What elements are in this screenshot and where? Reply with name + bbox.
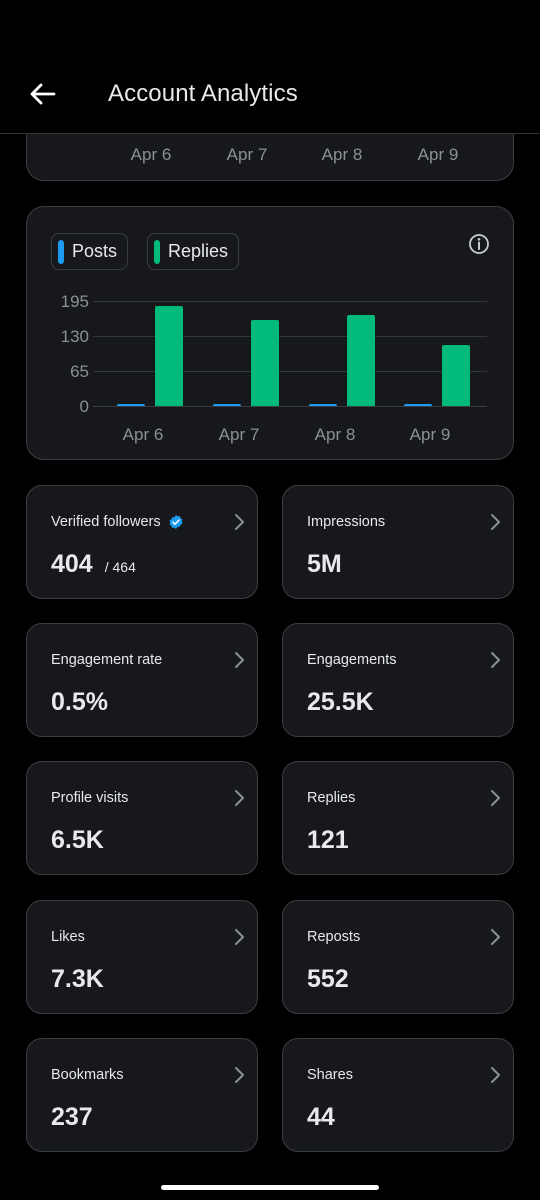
y-axis-label: 0 <box>79 397 89 416</box>
chart-info-button[interactable] <box>467 232 491 256</box>
tile-engagement-rate[interactable]: Engagement rate 0.5% <box>26 623 258 737</box>
tile-profile-visits[interactable]: Profile visits 6.5K <box>26 761 258 875</box>
legend-replies[interactable]: Replies <box>147 233 240 270</box>
tile-label-row: Verified followers <box>51 514 184 530</box>
chevron-right-icon <box>491 514 500 530</box>
legend-posts[interactable]: Posts <box>51 233 129 270</box>
tile-value: 404 <box>51 550 93 578</box>
bar-replies-2 <box>251 319 279 406</box>
page-title: Account Analytics <box>108 80 298 107</box>
bar-posts-1 <box>117 404 145 406</box>
tile-value: 121 <box>307 826 349 854</box>
chevron-right-icon <box>235 514 244 530</box>
verified-badge-icon <box>169 515 183 529</box>
bar-replies-1 <box>155 305 183 406</box>
x-axis-label: Apr 9 <box>409 425 451 444</box>
gridline <box>93 406 487 407</box>
tile-label: Bookmarks <box>51 1067 124 1083</box>
arrow-left-icon <box>30 83 56 105</box>
tile-label: Verified followers <box>51 514 161 530</box>
chevron-right-icon <box>491 652 500 668</box>
bar-replies-3 <box>347 315 375 406</box>
tile-label: Impressions <box>307 514 386 530</box>
back-button[interactable] <box>22 74 62 114</box>
tile-label: Engagement rate <box>51 652 163 668</box>
tile-impressions[interactable]: Impressions 5M <box>282 485 514 599</box>
chevron-right-icon <box>235 1067 244 1083</box>
tile-shares[interactable]: Shares 44 <box>282 1038 514 1152</box>
bar-replies-4 <box>442 344 470 406</box>
x-axis-label: Apr 8 <box>314 425 356 444</box>
tile-label: Reposts <box>307 929 361 945</box>
legend-label: Posts <box>72 241 118 261</box>
gridline <box>93 371 487 372</box>
x-axis-label: Apr 7 <box>218 425 260 444</box>
gridline <box>93 301 487 302</box>
chevron-right-icon <box>235 652 244 668</box>
x-axis-label: Apr 8 <box>321 145 363 164</box>
tile-value-row: 404 / 464 <box>51 550 136 579</box>
tile-subvalue: / 464 <box>104 559 136 575</box>
chevron-right-icon <box>491 790 500 806</box>
home-indicator[interactable] <box>161 1185 379 1190</box>
tile-label: Shares <box>307 1067 353 1083</box>
y-axis-label: 130 <box>60 327 89 346</box>
gridline <box>93 336 487 337</box>
bar-posts-4 <box>404 404 432 406</box>
info-icon <box>469 234 489 254</box>
tile-label: Profile visits <box>51 790 129 806</box>
legend-swatch-replies <box>154 239 160 264</box>
x-axis-label: Apr 7 <box>226 145 268 164</box>
tile-value: 237 <box>51 1103 93 1131</box>
tile-value: 7.3K <box>51 965 104 993</box>
bar-posts-2 <box>213 404 241 406</box>
legend-label: Replies <box>168 241 229 261</box>
chevron-right-icon <box>235 929 244 945</box>
y-axis-label: 65 <box>70 362 89 381</box>
tile-bookmarks[interactable]: Bookmarks 237 <box>26 1038 258 1152</box>
tile-reposts[interactable]: Reposts 552 <box>282 900 514 1014</box>
tile-engagements[interactable]: Engagements 25.5K <box>282 623 514 737</box>
chevron-right-icon <box>491 929 500 945</box>
tile-value: 5M <box>307 550 342 578</box>
tile-value: 44 <box>307 1103 335 1131</box>
legend-swatch-posts <box>58 239 64 264</box>
x-axis-label: Apr 6 <box>122 425 164 444</box>
top-app-bar: Account Analytics <box>0 0 540 134</box>
tile-value: 0.5% <box>51 688 108 716</box>
posts-replies-chart-card: Posts Replies 195 130 65 0 Apr 6 Apr 7 A… <box>26 206 514 460</box>
tile-value: 6.5K <box>51 826 104 854</box>
tile-value: 552 <box>307 965 349 993</box>
chevron-right-icon <box>491 1067 500 1083</box>
tile-label: Likes <box>51 929 85 945</box>
x-axis-label: Apr 6 <box>130 145 172 164</box>
tile-value: 25.5K <box>307 688 374 716</box>
tile-label: Engagements <box>307 652 397 668</box>
tile-verified-followers[interactable]: Verified followers 404 / 464 <box>26 485 258 599</box>
bar-posts-3 <box>309 404 337 406</box>
tile-label: Replies <box>307 790 356 806</box>
x-axis-label: Apr 9 <box>417 145 459 164</box>
tile-replies[interactable]: Replies 121 <box>282 761 514 875</box>
tile-likes[interactable]: Likes 7.3K <box>26 900 258 1014</box>
chevron-right-icon <box>235 790 244 806</box>
y-axis-label: 195 <box>60 292 89 311</box>
